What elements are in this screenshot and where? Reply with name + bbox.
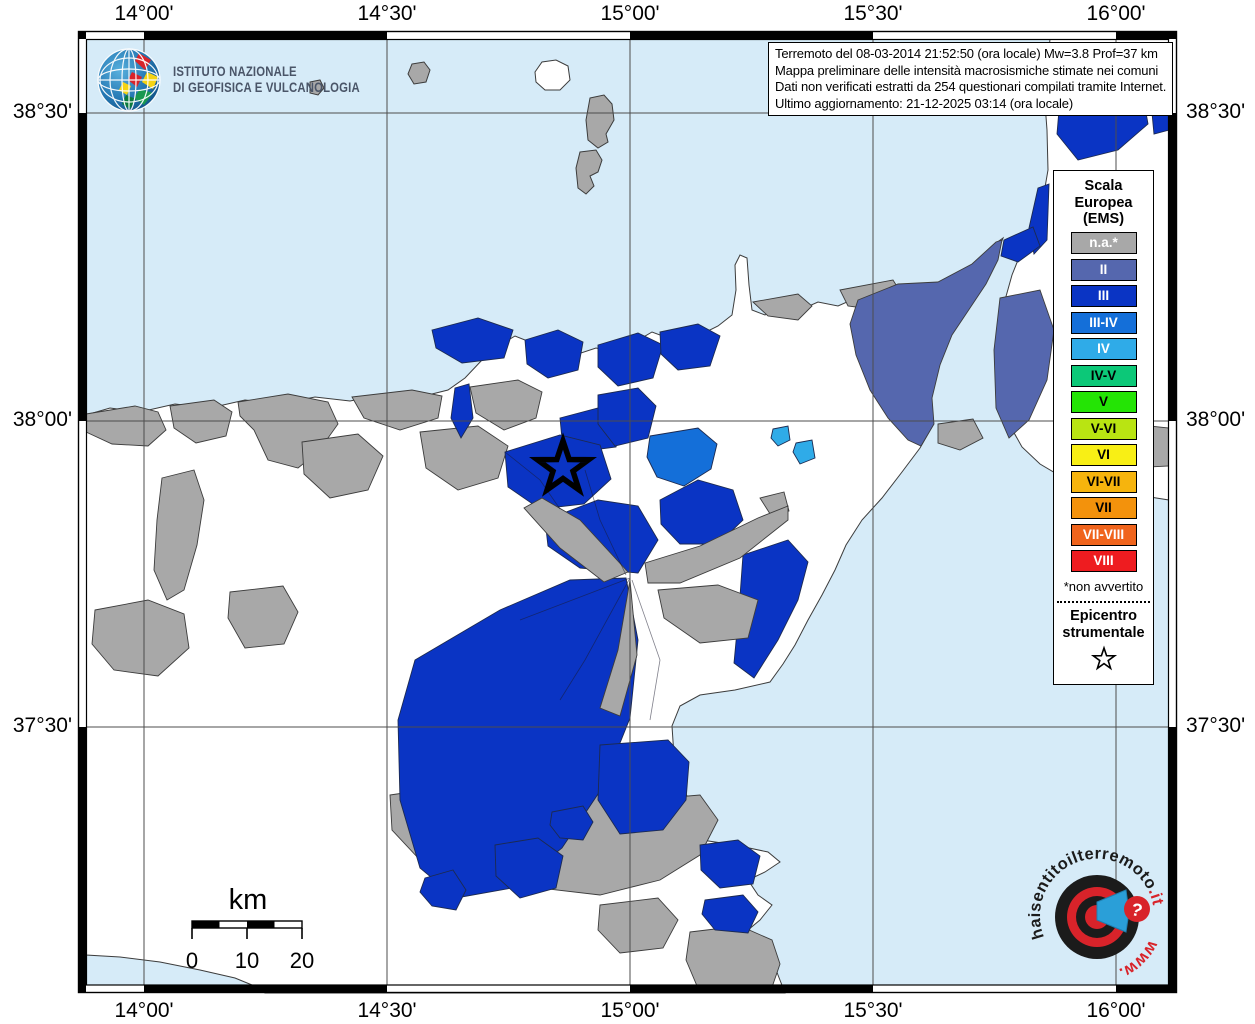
ingv-institute-line2: DI GEOFISICA E VULCANOLOGIA (173, 80, 360, 95)
axis-label-bottom-14-00: 14°00' (114, 999, 174, 1022)
legend-swatch-iii: III (1070, 285, 1137, 307)
question-mark-badge (1124, 896, 1150, 922)
logo-url-tld: .it (1145, 885, 1167, 907)
axis-label-left-38-00: 38°00' (12, 408, 72, 431)
axis-label-bottom-16-00: 16°00' (1086, 999, 1146, 1022)
axis-label-bottom-14-30: 14°30' (357, 999, 417, 1022)
axis-label-left-38-30: 38°30' (12, 100, 72, 123)
scale-bar-labels: 0 10 20 (160, 948, 360, 973)
ingv-globe-icon (97, 48, 161, 112)
etna-gray-wedges (523, 497, 789, 717)
earthquake-info-box: Terremoto del 08-03-2014 21:52:50 (ora l… (768, 42, 1174, 117)
legend-swatch-vi: VI (1070, 444, 1137, 466)
legend-swatch-iii-iv: III-IV (1070, 311, 1137, 334)
haisentitoilterremoto-logo: ? haisentitoilterremoto.it www. (1026, 845, 1167, 983)
legend-swatch-iv: IV (1070, 338, 1137, 360)
municipal-borders (504, 451, 661, 721)
municipalities-ii (849, 239, 1055, 447)
axis-label-right-38-00: 38°00' (1186, 408, 1246, 431)
axis-label-left-37-30: 37°30' (12, 714, 72, 737)
legend-swatch-ii: II (1070, 258, 1137, 281)
map-scale-bar: km 0 10 20 (160, 884, 360, 973)
legend-swatch-iv-v: IV-V (1070, 364, 1137, 387)
map-frame (77, 30, 1178, 994)
legend-title-line1: Scala (1084, 178, 1123, 194)
ingv-header: ISTITUTO NAZIONALE DI GEOFISICA E VULCAN… (95, 46, 395, 114)
ingv-institute-name: ISTITUTO NAZIONALE DI GEOFISICA E VULCAN… (173, 64, 360, 96)
graticule (86, 39, 1169, 985)
question-mark-glyph: ? (1129, 899, 1145, 921)
legend-swatch-viii: VIII (1070, 550, 1137, 572)
scale-bar-graphic (191, 920, 303, 939)
legend-title-line2: Europea (1074, 194, 1133, 211)
scale-bar-tick-0: 0 (185, 948, 199, 973)
ingv-institute-line1: ISTITUTO NAZIONALE (173, 64, 297, 79)
epicenter-star-marker (529, 432, 597, 497)
scale-bar-tick-20: 20 (289, 948, 315, 973)
info-line-updated: Ultimo aggiornamento: 21-12-2025 03:14 (… (775, 95, 1074, 111)
axis-label-top-16-00: 16°00' (1086, 2, 1146, 25)
legend-swatch-v: V (1070, 391, 1137, 413)
axis-label-top-14-00: 14°00' (114, 2, 174, 25)
axis-label-bottom-15-00: 15°00' (600, 999, 660, 1022)
legend-swatch-v-vi: V-VI (1070, 417, 1137, 440)
legend-title-line3: (EMS) (1082, 211, 1125, 227)
axis-label-top-15-30: 15°30' (843, 2, 903, 25)
info-line-questionnaires: Dati non verificati estratti da 254 ques… (775, 79, 1167, 95)
axis-label-right-37-30: 37°30' (1186, 714, 1246, 737)
legend-swatch-vii: VII (1070, 497, 1137, 519)
scale-bar-unit: km (228, 884, 268, 916)
legend-swatch-na: n.a.* (1070, 232, 1137, 254)
legend-swatch-vi-vii: VI-VII (1070, 470, 1137, 493)
aeolian-islands (309, 59, 615, 195)
scale-bar-tick-10: 10 (234, 948, 260, 973)
legend-epicenter-line2: strumentale (1062, 625, 1145, 641)
megaphone-icon (1096, 889, 1130, 933)
axis-label-top-14-30: 14°30' (357, 2, 417, 25)
ems-scale-legend: Scala Europea (EMS) n.a.* II III III-IV … (1053, 170, 1154, 685)
legend-epicenter-line1: Epicentro (1070, 608, 1137, 624)
info-line-map-type: Mappa preliminare delle intensità macros… (775, 62, 1159, 78)
legend-footnote: *non avvertito (1063, 579, 1144, 594)
municipality-iii-iv (646, 427, 718, 487)
axis-label-right-38-30: 38°30' (1186, 100, 1246, 123)
legend-divider (1057, 601, 1150, 603)
epicenter-star-icon (1090, 645, 1117, 671)
info-line-event: Terremoto del 08-03-2014 21:52:50 (ora l… (775, 46, 1158, 61)
axis-label-bottom-15-30: 15°30' (843, 999, 903, 1022)
axis-label-top-15-00: 15°00' (600, 2, 660, 25)
legend-swatch-vii-viii: VII-VIII (1070, 523, 1137, 546)
municipalities-iv (770, 425, 816, 465)
